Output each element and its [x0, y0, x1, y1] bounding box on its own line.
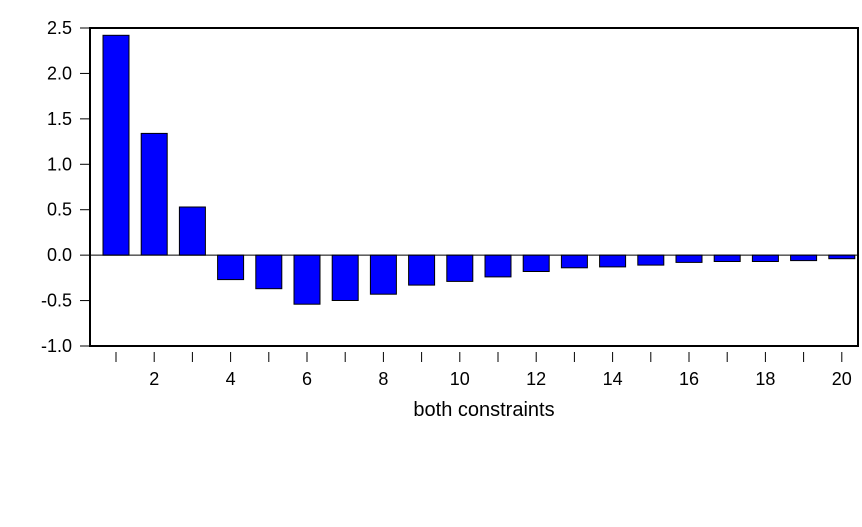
x-tick-label: 14: [603, 369, 623, 389]
x-axis-title: both constraints: [413, 399, 554, 421]
bar-19: [790, 254, 818, 262]
x-tick-label: 2: [149, 369, 159, 389]
bar-9: [408, 254, 436, 286]
bar-15: [637, 254, 665, 266]
bar-2: [140, 132, 168, 256]
bar-10: [446, 254, 474, 282]
y-tick-label: 2.5: [47, 18, 72, 38]
bar-7: [331, 254, 359, 302]
plot-frame: [89, 27, 859, 347]
x-axis: 2 4 6 8 10 12 14 16 18 20: [115, 352, 852, 389]
bar-3: [178, 206, 206, 256]
bar-1: [102, 34, 130, 256]
bar-6: [293, 254, 321, 305]
bar-4: [217, 254, 245, 281]
y-tick-label: 0.5: [47, 200, 72, 220]
y-tick-label: 1.5: [47, 109, 72, 129]
bars-group: [102, 34, 856, 305]
bar-8: [369, 254, 397, 295]
y-tick-label: 1.0: [47, 154, 72, 174]
y-tick-label: -0.5: [41, 291, 72, 311]
x-tick-label: 4: [226, 369, 236, 389]
bar-18: [751, 254, 779, 263]
x-tick-label: 16: [679, 369, 699, 389]
x-tick-label: 20: [832, 369, 852, 389]
x-tick-label: 18: [755, 369, 775, 389]
y-tick-label: -1.0: [41, 336, 72, 356]
bar-14: [599, 254, 627, 268]
bar-12: [522, 254, 550, 273]
x-tick-label: 8: [378, 369, 388, 389]
y-axis: -1.0 -0.5 0.0 0.5 1.0 1.5 2.0 2.5: [41, 18, 90, 356]
bar-11: [484, 254, 512, 278]
x-tick-label: 6: [302, 369, 312, 389]
bar-16: [675, 254, 703, 263]
bar-5: [255, 254, 283, 290]
bar-13: [560, 254, 588, 269]
x-tick-label: 10: [450, 369, 470, 389]
y-tick-label: 2.0: [47, 63, 72, 83]
bar-17: [713, 254, 741, 263]
y-tick-label: 0.0: [47, 245, 72, 265]
x-tick-label: 12: [526, 369, 546, 389]
